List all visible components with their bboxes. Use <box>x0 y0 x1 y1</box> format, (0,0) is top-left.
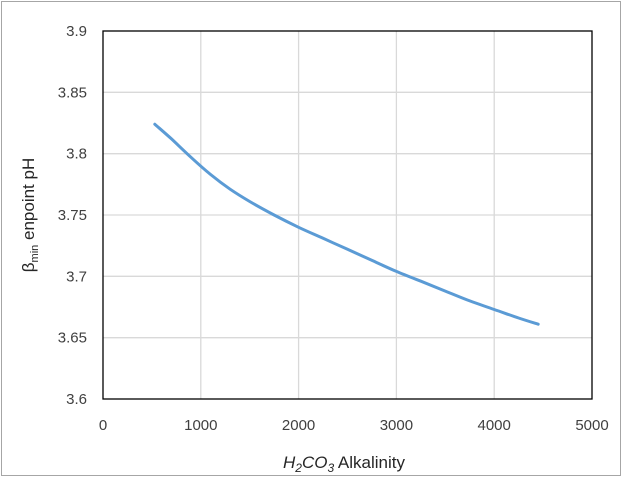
y-tick-label: 3.85 <box>58 84 87 101</box>
y-axis-ticks: 3.6 3.65 3.7 3.75 3.8 3.85 3.9 <box>58 23 87 408</box>
plot-area-border <box>102 30 593 400</box>
series-line <box>153 122 540 326</box>
x-tick-label: 1000 <box>184 417 217 434</box>
x-tick-label: 5000 <box>575 417 608 434</box>
x-tick-label: 3000 <box>380 417 413 434</box>
y-tick-label: 3.6 <box>66 391 87 408</box>
y-tick-label: 3.65 <box>58 330 87 347</box>
x-tick-label: 2000 <box>282 417 315 434</box>
series-layer <box>153 122 540 326</box>
y-tick-label: 3.75 <box>58 207 87 224</box>
grid-lines <box>103 31 592 399</box>
x-axis-ticks: 0 1000 2000 3000 4000 5000 <box>99 417 609 434</box>
x-tick-label: 4000 <box>478 417 511 434</box>
y-axis-title: βmin enpoint pH <box>19 158 41 272</box>
x-axis-title: H2CO3 Alkalinity <box>283 453 406 475</box>
x-tick-label: 0 <box>99 417 107 434</box>
y-tick-label: 3.7 <box>66 268 87 285</box>
y-tick-label: 3.9 <box>66 23 87 40</box>
y-tick-label: 3.8 <box>66 146 87 163</box>
